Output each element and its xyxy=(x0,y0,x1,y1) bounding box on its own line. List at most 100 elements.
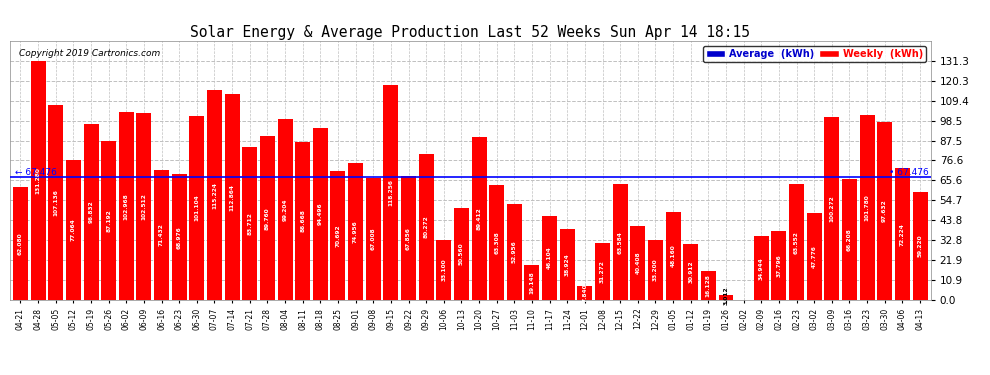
Text: 72.224: 72.224 xyxy=(900,223,905,246)
Bar xyxy=(313,128,328,300)
Text: 66.208: 66.208 xyxy=(847,228,852,251)
Text: 101.104: 101.104 xyxy=(194,195,199,221)
Text: 94.496: 94.496 xyxy=(318,202,323,225)
Text: 63.584: 63.584 xyxy=(618,231,623,254)
Bar xyxy=(665,212,680,300)
Text: 97.632: 97.632 xyxy=(882,200,887,222)
Text: 30.912: 30.912 xyxy=(688,261,693,283)
Bar xyxy=(83,123,99,300)
Bar xyxy=(189,116,204,300)
Text: 63.552: 63.552 xyxy=(794,231,799,254)
Bar xyxy=(401,176,416,300)
Text: 96.832: 96.832 xyxy=(88,200,93,223)
Bar xyxy=(613,184,628,300)
Bar xyxy=(507,204,522,300)
Bar xyxy=(171,174,187,300)
Bar xyxy=(437,240,451,300)
Bar xyxy=(719,294,734,300)
Text: 40.408: 40.408 xyxy=(636,252,641,274)
Text: 74.956: 74.956 xyxy=(353,220,358,243)
Text: 67.008: 67.008 xyxy=(370,228,376,250)
Legend: Average  (kWh), Weekly  (kWh): Average (kWh), Weekly (kWh) xyxy=(703,46,926,62)
Bar xyxy=(701,271,716,300)
Text: 33.100: 33.100 xyxy=(442,258,446,281)
Text: 107.136: 107.136 xyxy=(53,189,58,216)
Bar xyxy=(243,147,257,300)
Bar xyxy=(577,286,592,300)
Bar xyxy=(842,179,857,300)
Bar xyxy=(825,117,840,300)
Text: 118.256: 118.256 xyxy=(388,179,393,206)
Text: 62.080: 62.080 xyxy=(18,232,23,255)
Text: • 67.476: • 67.476 xyxy=(889,168,929,177)
Text: 86.668: 86.668 xyxy=(300,210,305,232)
Bar xyxy=(559,229,575,300)
Text: 115.224: 115.224 xyxy=(212,182,217,209)
Text: 52.956: 52.956 xyxy=(512,240,517,263)
Bar xyxy=(383,84,398,300)
Bar xyxy=(66,160,81,300)
Text: 131.280: 131.280 xyxy=(36,167,41,194)
Text: ← 67.476: ← 67.476 xyxy=(15,168,57,177)
Bar xyxy=(647,240,663,300)
Bar xyxy=(225,94,240,300)
Bar xyxy=(137,113,151,300)
Bar xyxy=(49,105,63,300)
Text: 38.924: 38.924 xyxy=(564,253,570,276)
Bar xyxy=(207,90,222,300)
Text: Copyright 2019 Cartronics.com: Copyright 2019 Cartronics.com xyxy=(19,49,160,58)
Bar xyxy=(454,208,469,300)
Text: 16.128: 16.128 xyxy=(706,274,711,297)
Bar xyxy=(348,164,363,300)
Text: 67.856: 67.856 xyxy=(406,227,411,250)
Text: 89.760: 89.760 xyxy=(265,207,270,230)
Title: Solar Energy & Average Production Last 52 Weeks Sun Apr 14 18:15: Solar Energy & Average Production Last 5… xyxy=(190,25,750,40)
Bar xyxy=(913,192,928,300)
Bar xyxy=(471,137,486,300)
Text: 68.976: 68.976 xyxy=(177,226,182,249)
Text: 48.160: 48.160 xyxy=(670,245,675,267)
Text: 71.432: 71.432 xyxy=(159,224,164,246)
Bar xyxy=(295,142,310,300)
Text: 87.192: 87.192 xyxy=(106,209,111,232)
Text: 83.712: 83.712 xyxy=(248,212,252,235)
Text: 7.840: 7.840 xyxy=(582,284,587,302)
Text: 102.512: 102.512 xyxy=(142,193,147,220)
Text: 102.968: 102.968 xyxy=(124,193,129,219)
Bar xyxy=(365,178,381,300)
Bar xyxy=(525,265,540,300)
Bar xyxy=(789,184,804,300)
Bar xyxy=(753,236,769,300)
Bar xyxy=(277,119,293,300)
Text: 34.944: 34.944 xyxy=(758,257,763,279)
Bar xyxy=(13,187,28,300)
Bar xyxy=(631,226,645,300)
Text: 33.200: 33.200 xyxy=(653,258,658,281)
Bar xyxy=(877,122,892,300)
Bar xyxy=(119,112,134,300)
Text: 3.012: 3.012 xyxy=(724,286,729,305)
Bar xyxy=(543,216,557,300)
Text: 77.064: 77.064 xyxy=(71,218,76,241)
Bar xyxy=(859,114,874,300)
Bar xyxy=(260,136,275,300)
Text: 47.776: 47.776 xyxy=(812,245,817,268)
Text: 31.272: 31.272 xyxy=(600,260,605,283)
Text: 37.796: 37.796 xyxy=(776,254,781,277)
Text: 50.560: 50.560 xyxy=(459,243,464,265)
Bar xyxy=(895,168,910,300)
Bar xyxy=(331,171,346,300)
Bar xyxy=(771,231,786,300)
Bar xyxy=(595,243,610,300)
Text: 89.412: 89.412 xyxy=(476,207,481,230)
Bar xyxy=(489,184,504,300)
Bar xyxy=(419,154,434,300)
Text: 59.220: 59.220 xyxy=(918,235,923,257)
Bar xyxy=(101,141,116,300)
Bar xyxy=(683,244,698,300)
Text: 63.308: 63.308 xyxy=(494,231,499,254)
Text: 80.272: 80.272 xyxy=(424,216,429,238)
Text: 100.272: 100.272 xyxy=(830,195,835,222)
Text: 19.148: 19.148 xyxy=(530,271,535,294)
Text: 101.780: 101.780 xyxy=(864,194,869,220)
